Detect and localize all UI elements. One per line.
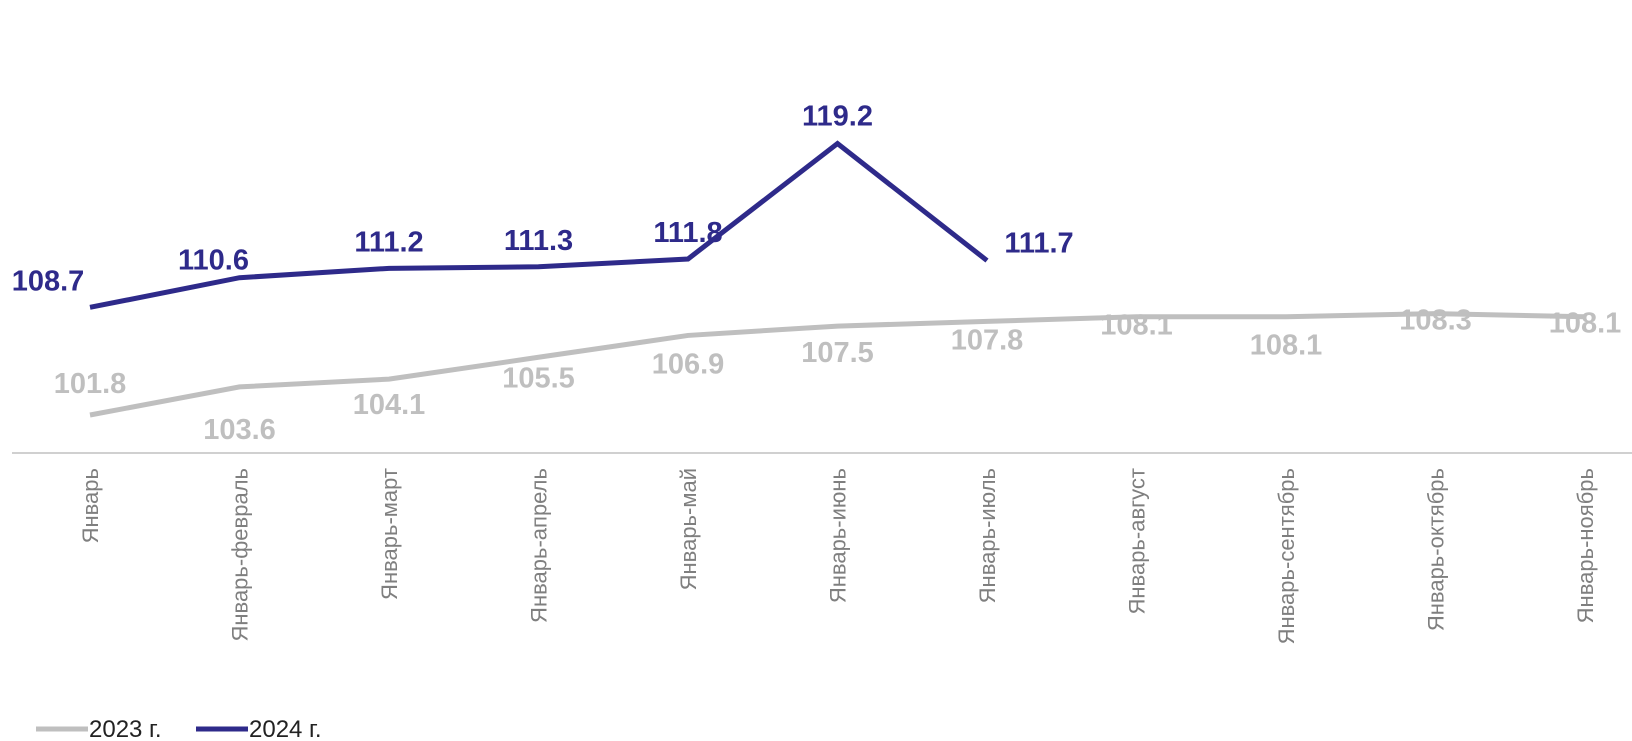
data-label: 107.8 [951,324,1024,356]
data-label: 110.6 [178,245,249,277]
x-tick-label: Январь-февраль [228,468,253,642]
legend: 2023 г. 2024 г. [36,716,322,741]
data-label: 119.2 [802,101,873,133]
x-tick-label: Январь-май [676,468,701,590]
x-tick-label: Январь-август [1125,468,1150,615]
data-label: 101.8 [54,368,127,400]
data-label: 103.6 [203,414,276,446]
data-label: 108.1 [1100,310,1173,342]
data-label: 111.8 [653,217,722,249]
data-label: 106.9 [652,348,725,380]
data-label: 108.1 [1549,308,1622,340]
data-label: 108.3 [1399,305,1472,337]
x-tick-label: Январь-июнь [826,468,851,603]
legend-label: 2023 г. [89,716,162,741]
series-line-2024г [89,140,989,310]
x-tick-label: Январь-апрель [527,468,552,623]
series-line-2023г [89,311,1586,418]
x-tick-label: Январь-ноябрь [1573,468,1598,623]
x-tick-label: Январь-октябрь [1424,468,1449,631]
data-label: 111.7 [1004,228,1073,260]
data-label: 108.7 [12,265,85,297]
legend-label: 2024 г. [249,716,322,741]
x-tick-label: Январь-март [377,468,402,600]
data-label: 108.1 [1250,330,1323,362]
data-label: 111.2 [354,226,423,258]
data-label: 111.3 [504,225,573,257]
x-tick-label: Январь [78,468,103,543]
data-label: 104.1 [353,389,426,421]
data-label: 107.5 [801,337,874,369]
data-label: 105.5 [502,362,575,394]
x-tick-label: Январь-июль [975,468,1000,603]
x-tick-label: Январь-сентябрь [1274,468,1299,644]
